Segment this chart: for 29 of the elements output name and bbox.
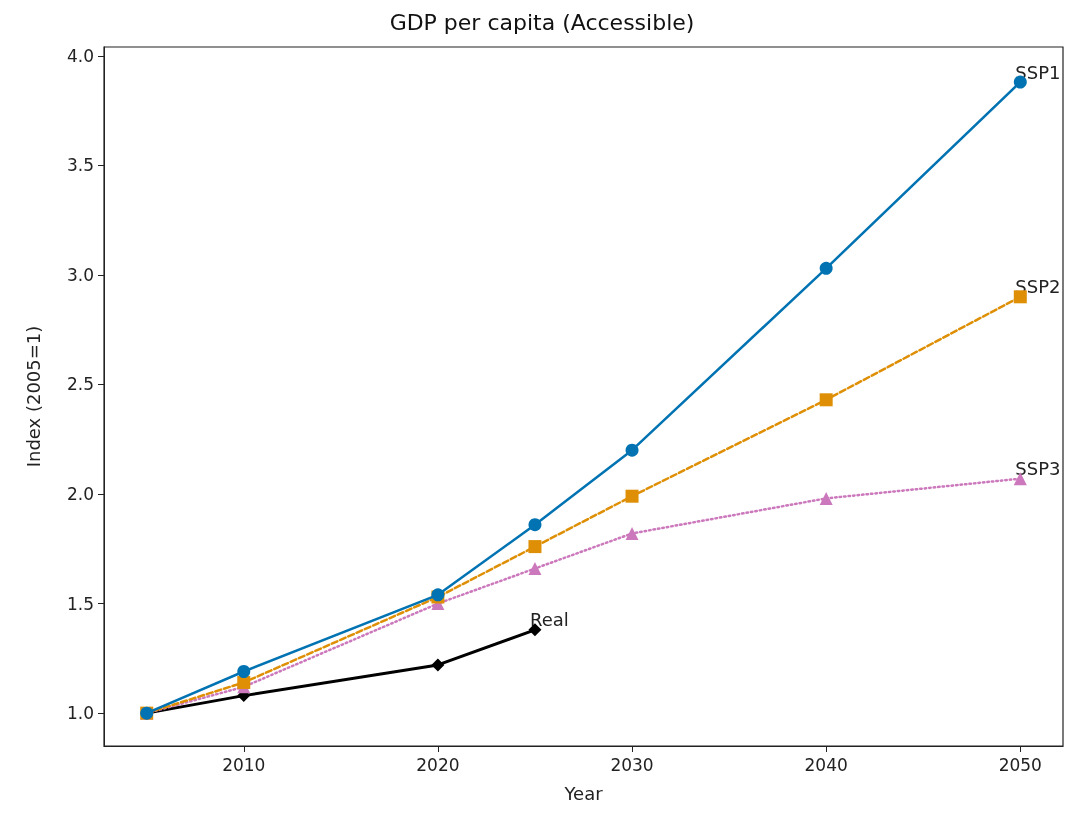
y-tick-label: 4.0 — [66, 45, 94, 66]
point — [819, 393, 833, 407]
point — [625, 443, 639, 457]
y-tick-label: 1.0 — [66, 703, 94, 724]
y-tick-label: 3.0 — [66, 264, 94, 285]
y-tick-label: 2.0 — [66, 484, 94, 505]
y-tick-label: 3.5 — [66, 155, 94, 176]
x-tick-label: 2040 — [804, 754, 848, 775]
x-tick-label: 2050 — [998, 754, 1042, 775]
point — [431, 658, 445, 672]
x-tick-label: 2010 — [222, 754, 266, 775]
point — [237, 675, 251, 689]
y-axis-title: Index (2005=1) — [22, 325, 44, 468]
x-tick-label: 2020 — [416, 754, 460, 775]
x-tick-label: 2030 — [610, 754, 654, 775]
chart-title: GDP per capita (Accessible) — [389, 9, 695, 35]
point — [625, 489, 639, 503]
series-label: Real — [529, 609, 569, 631]
point — [528, 540, 542, 554]
y-tick-label: 2.5 — [66, 374, 94, 395]
point — [528, 518, 542, 532]
point — [237, 665, 251, 678]
point — [625, 526, 639, 540]
series-label: SSP3 — [1015, 458, 1061, 480]
y-tick-label: 1.5 — [66, 593, 94, 614]
point — [528, 562, 542, 576]
point — [819, 491, 833, 505]
x-axis-title: Year — [563, 782, 604, 804]
point — [819, 261, 833, 275]
